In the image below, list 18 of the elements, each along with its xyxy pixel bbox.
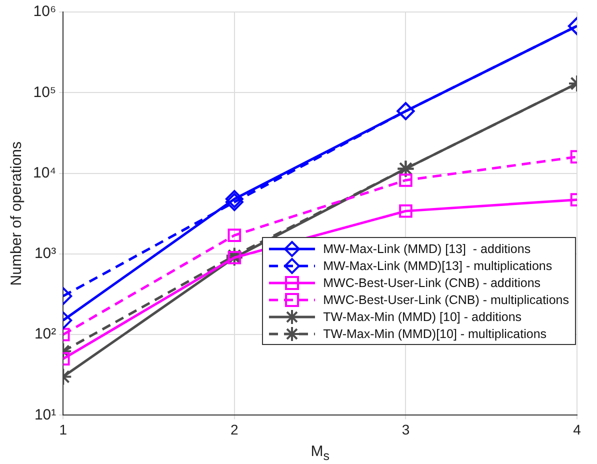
legend-label: MWC-Best-User-Link (CNB) - multiplications [323, 292, 569, 307]
y-tick-label: 10² [34, 326, 56, 343]
legend-label: MW-Max-Link (MMD) [13] - additions [323, 242, 531, 256]
legend-label: TW-Max-Min (MMD)[10] - multiplications [323, 326, 547, 341]
y-tick-label: 10³ [34, 245, 56, 262]
y-tick-label: 10⁵ [33, 84, 56, 101]
y-tick-label: 10¹ [34, 406, 56, 424]
legend-label: MWC-Best-User-Link (CNB) - additions [323, 276, 541, 290]
y-axis-title: Number of operations [8, 141, 26, 286]
y-tick-label: 10⁶ [33, 3, 56, 20]
x-tick-label: 4 [573, 421, 582, 438]
x-tick-label: 2 [230, 421, 239, 438]
x-tick-label: 1 [59, 421, 68, 438]
legend-label: MW-Max-Link (MMD)[13] - multiplications [323, 258, 552, 273]
legend-label: TW-Max-Min (MMD) [10] - additions [323, 310, 522, 324]
y-tick-label: 10⁴ [32, 164, 56, 182]
x-tick-label: 3 [402, 421, 410, 438]
x-axis-title: M$_{s}$ [310, 443, 330, 464]
